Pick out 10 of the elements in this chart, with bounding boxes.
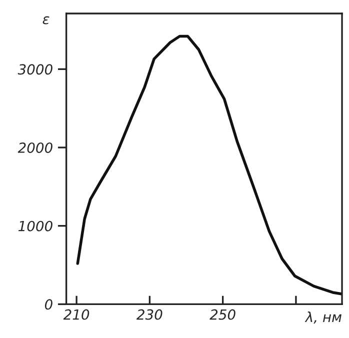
x-tick-label: 250 bbox=[210, 309, 236, 320]
x-tick-label: 230 bbox=[136, 309, 162, 320]
y-tick-label: 0 bbox=[44, 299, 52, 310]
y-axis-title: ε bbox=[42, 16, 50, 24]
y-tick-label: 1000 bbox=[18, 220, 52, 232]
x-tick-label: 210 bbox=[63, 309, 90, 320]
line-series bbox=[76, 34, 342, 296]
y-tick-label: 3000 bbox=[18, 64, 52, 75]
x-axis-title: λ, нм bbox=[304, 311, 342, 324]
y-tick-label: 2000 bbox=[18, 142, 52, 153]
